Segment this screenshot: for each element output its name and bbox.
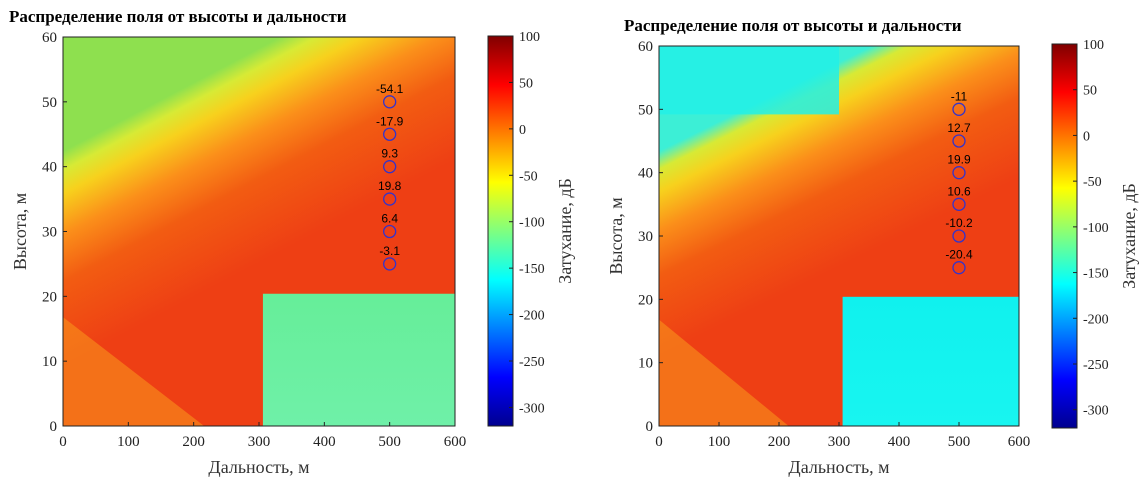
x-tick-label: 0: [655, 434, 663, 450]
x-axis-label: Дальность, м: [788, 457, 889, 477]
x-tick-label: 0: [59, 434, 67, 450]
chart-title: Распределение поля от высоты и дальности: [624, 16, 962, 35]
data-label: 9.3: [381, 147, 398, 161]
y-tick-label: 0: [50, 419, 58, 435]
x-tick-label: 100: [117, 434, 140, 450]
data-label: -3.1: [379, 244, 400, 258]
data-label: -11: [951, 89, 968, 103]
data-point: [383, 257, 397, 271]
colorbar-tick-label: 0: [1083, 129, 1090, 144]
y-tick-label: 40: [42, 160, 57, 176]
data-point: [383, 224, 397, 239]
colorbar-tick-label: -50: [1083, 175, 1102, 190]
colorbar-tick-label: -150: [519, 262, 545, 277]
data-point: [383, 127, 397, 141]
chart-2: Распределение поля от высоты и дальности…: [606, 16, 1139, 477]
data-point: [383, 192, 397, 206]
colorbar-tick-label: 50: [519, 76, 533, 91]
x-tick-label: 500: [378, 434, 401, 450]
y-tick-label: 30: [42, 225, 57, 241]
colorbar-tick-label: -200: [1083, 312, 1109, 327]
data-point: [952, 229, 966, 243]
data-label: 19.9: [947, 153, 971, 167]
data-label: 6.4: [381, 212, 398, 226]
x-tick-label: 300: [828, 434, 851, 450]
data-label: -20.4: [945, 248, 973, 262]
data-point: [952, 261, 966, 275]
y-tick-label: 20: [42, 289, 57, 305]
data-point: [383, 160, 397, 174]
colorbar-tick-label: -100: [519, 216, 545, 231]
y-tick-label: 40: [638, 166, 653, 182]
x-tick-label: 400: [888, 434, 911, 450]
x-axis-label: Дальность, м: [208, 457, 309, 477]
data-point: [952, 166, 966, 180]
colorbar-tick-label: -100: [1083, 221, 1109, 236]
colorbar-tick-label: -50: [519, 169, 538, 184]
colorbar-label: Затухание, дБ: [555, 178, 575, 284]
data-label: 19.8: [378, 179, 402, 193]
y-tick-label: 50: [638, 102, 653, 118]
colorbar-tick-label: -250: [1083, 358, 1109, 373]
data-label: -54.1: [376, 82, 404, 96]
data-point: [952, 102, 966, 116]
colorbar: [1051, 43, 1078, 429]
y-tick-label: 10: [638, 356, 653, 372]
data-point: [952, 197, 966, 211]
chart-1: Распределение поля от высоты и дальности…: [9, 7, 575, 477]
colorbar-tick-label: 50: [1083, 84, 1097, 99]
y-tick-label: 50: [42, 95, 57, 111]
y-tick-label: 30: [638, 229, 653, 245]
y-tick-label: 60: [42, 30, 57, 46]
y-axis-label: Высота, м: [10, 193, 30, 270]
colorbar-label: Затухание, дБ: [1119, 183, 1139, 289]
y-axis-label: Высота, м: [606, 197, 626, 274]
x-tick-label: 400: [313, 434, 336, 450]
y-tick-label: 10: [42, 354, 57, 370]
colorbar-tick-label: 100: [1083, 38, 1104, 53]
chart-title: Распределение поля от высоты и дальности: [9, 7, 347, 26]
colorbar-tick-label: 100: [519, 30, 540, 45]
colorbar-tick-label: -300: [1083, 404, 1109, 419]
x-tick-label: 100: [708, 434, 731, 450]
x-tick-label: 200: [182, 434, 205, 450]
colorbar-tick-label: -250: [519, 355, 545, 370]
x-tick-label: 600: [1008, 434, 1031, 450]
data-label: -10.2: [945, 216, 973, 230]
colorbar: [487, 35, 514, 427]
y-tick-label: 60: [638, 39, 653, 55]
x-tick-label: 500: [948, 434, 971, 450]
x-tick-label: 200: [768, 434, 791, 450]
data-label: 12.7: [947, 121, 971, 135]
x-tick-label: 600: [444, 434, 467, 450]
data-point: [952, 134, 966, 148]
y-tick-label: 0: [646, 419, 654, 435]
data-label: -17.9: [376, 114, 404, 128]
x-tick-label: 300: [248, 434, 271, 450]
colorbar-tick-label: -200: [519, 309, 545, 324]
colorbar-tick-label: 0: [519, 123, 526, 138]
colorbar-tick-label: -300: [519, 401, 545, 416]
colorbar-tick-label: -150: [1083, 267, 1109, 282]
data-point: [383, 95, 397, 109]
data-label: 10.6: [947, 184, 971, 198]
y-tick-label: 20: [638, 292, 653, 308]
